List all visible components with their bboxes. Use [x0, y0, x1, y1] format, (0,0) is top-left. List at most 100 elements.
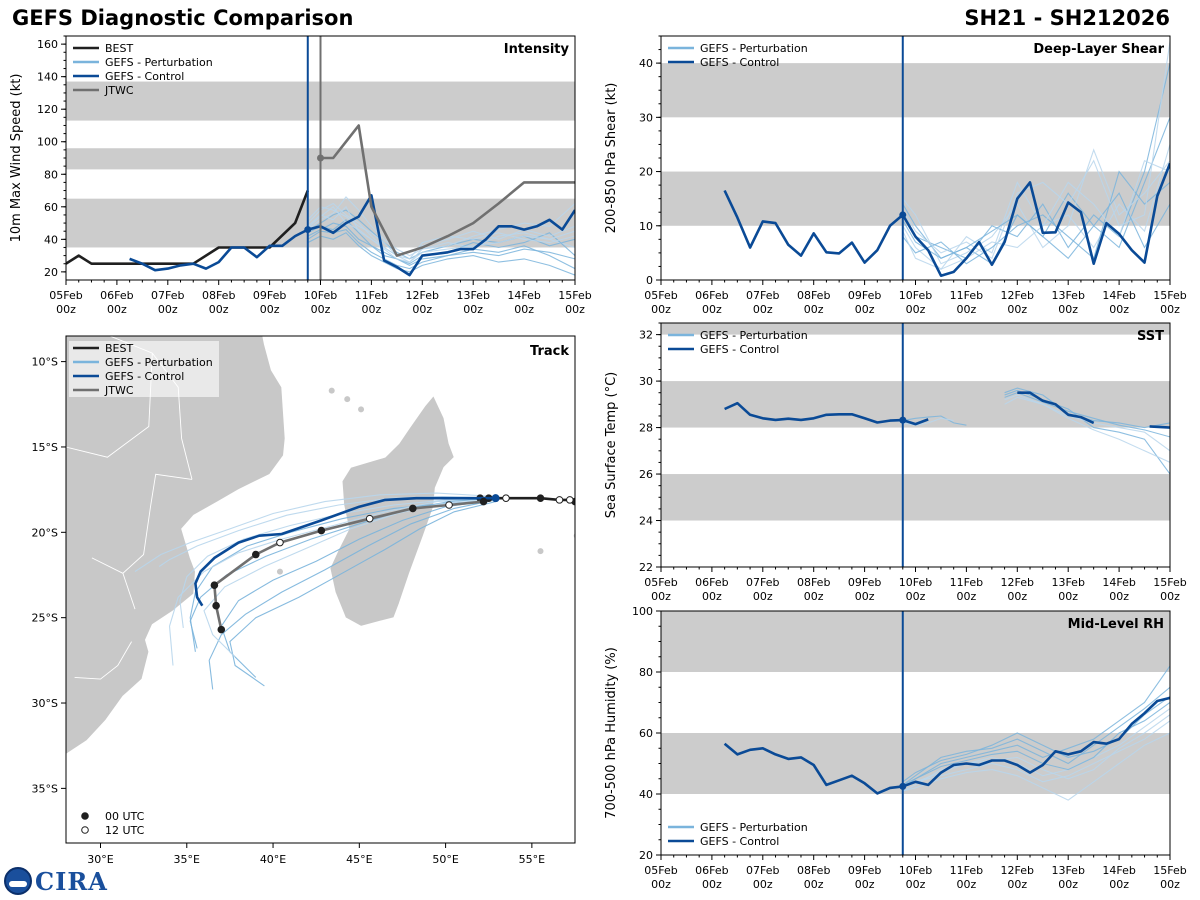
- perturbation-line: [902, 415, 967, 426]
- lon-tick-label: 55°E: [519, 853, 545, 866]
- y-tick-label: 20: [639, 166, 653, 179]
- x-tick-label-date: 06Feb: [695, 864, 728, 877]
- x-tick-label-hour: 00z: [56, 303, 76, 316]
- legend-label: GEFS - Control: [700, 343, 779, 356]
- x-tick-label-hour: 00z: [1109, 878, 1129, 891]
- x-tick-label-date: 14Feb: [507, 289, 540, 302]
- x-tick-label-hour: 00z: [804, 590, 824, 603]
- x-tick-label-date: 07Feb: [746, 864, 779, 877]
- storm-id: SH21 - SH212026: [964, 6, 1170, 30]
- shaded-band: [661, 171, 1170, 226]
- x-tick-label-date: 10Feb: [899, 864, 932, 877]
- y-tick-label: 20: [44, 266, 58, 279]
- cira-wordmark: CIRA: [35, 866, 108, 896]
- y-tick-label: 40: [44, 233, 58, 246]
- island-land: [358, 406, 365, 413]
- x-tick-label-hour: 00z: [753, 590, 773, 603]
- y-axis-label: 10m Max Wind Speed (kt): [9, 74, 24, 243]
- track-marker-12utc: [365, 514, 374, 523]
- y-tick-label: 160: [37, 38, 58, 51]
- plot-area: [661, 323, 1170, 567]
- x-tick-label-hour: 00z: [804, 878, 824, 891]
- x-tick-label-date: 11Feb: [355, 289, 388, 302]
- country-border: [74, 641, 132, 680]
- x-tick-label-hour: 00z: [804, 303, 824, 316]
- x-tick-label-date: 10Feb: [304, 289, 337, 302]
- x-tick-label-hour: 00z: [209, 303, 229, 316]
- x-tick-label-date: 08Feb: [797, 289, 830, 302]
- legend-marker-12utc: [81, 826, 89, 834]
- track-marker-00utc: [317, 526, 326, 535]
- perturbation-line: [902, 665, 1170, 789]
- legend-label: GEFS - Control: [700, 835, 779, 848]
- best-line: [66, 190, 310, 265]
- x-tick-label-hour: 00z: [1058, 878, 1078, 891]
- series-group: [723, 665, 1170, 801]
- y-tick-label: 120: [37, 103, 58, 116]
- x-tick-label-hour: 00z: [311, 303, 331, 316]
- series-group: [724, 387, 1170, 475]
- x-tick-label-hour: 00z: [1058, 303, 1078, 316]
- legend-label: GEFS - Perturbation: [700, 821, 808, 834]
- island-land: [265, 323, 271, 329]
- x-tick-label-date: 08Feb: [797, 576, 830, 589]
- x-tick-label-date: 06Feb: [100, 289, 133, 302]
- legend-label: BEST: [105, 42, 133, 55]
- x-tick-label-hour: 00z: [957, 303, 977, 316]
- x-tick-label-hour: 00z: [906, 878, 926, 891]
- x-tick-label-date: 07Feb: [746, 289, 779, 302]
- x-tick-label-hour: 00z: [412, 303, 432, 316]
- legend-label: GEFS - Perturbation: [700, 329, 808, 342]
- x-tick-label-date: 15Feb: [1153, 576, 1186, 589]
- track-marker-12utc: [445, 501, 453, 509]
- y-axis-label: 700-500 hPa Humidity (%): [604, 647, 619, 819]
- map-content: [66, 323, 575, 755]
- x-tick-label-hour: 00z: [651, 303, 671, 316]
- island-land: [344, 396, 351, 403]
- legend-label: 00 UTC: [105, 810, 145, 823]
- island-land: [276, 568, 283, 575]
- legend-label: JTWC: [104, 384, 134, 397]
- country-border: [122, 473, 193, 610]
- legend-label: GEFS - Perturbation: [700, 42, 808, 55]
- intensity-panel: 2040608010012014016005Feb00z06Feb00z07Fe…: [9, 35, 592, 316]
- x-tick-label-date: 13Feb: [1051, 864, 1084, 877]
- legend-label: BEST: [105, 342, 133, 355]
- lon-tick-label: 50°E: [432, 853, 458, 866]
- x-tick-label-hour: 00z: [1109, 590, 1129, 603]
- control-current-marker: [304, 226, 312, 234]
- x-tick-label-hour: 00z: [362, 303, 382, 316]
- lon-tick-label: 30°E: [87, 853, 113, 866]
- y-tick-label: 100: [37, 136, 58, 149]
- lat-tick-label: 25°S: [32, 612, 58, 625]
- x-tick-label-hour: 00z: [702, 878, 722, 891]
- perturbation-line: [902, 686, 1170, 786]
- legend-bg: [69, 369, 219, 383]
- x-tick-label-date: 10Feb: [899, 576, 932, 589]
- x-tick-label-hour: 00z: [1007, 303, 1027, 316]
- jtwc-track: [213, 500, 484, 630]
- x-tick-label-hour: 00z: [565, 303, 585, 316]
- legend-bg: [69, 383, 219, 397]
- control-line: [723, 696, 1170, 795]
- x-tick-label-hour: 00z: [463, 303, 483, 316]
- y-tick-label: 26: [639, 468, 653, 481]
- x-tick-label-hour: 00z: [855, 878, 875, 891]
- x-tick-label-date: 08Feb: [797, 864, 830, 877]
- legend-label: JTWC: [104, 84, 134, 97]
- country-border: [91, 557, 124, 574]
- x-tick-label-date: 06Feb: [695, 576, 728, 589]
- x-tick-label-hour: 00z: [107, 303, 127, 316]
- x-tick-label-date: 15Feb: [1153, 864, 1186, 877]
- y-tick-label: 80: [639, 666, 653, 679]
- x-tick-label-hour: 00z: [1160, 590, 1180, 603]
- x-tick-label-date: 13Feb: [1051, 576, 1084, 589]
- lon-tick-label: 40°E: [260, 853, 286, 866]
- x-tick-label-date: 14Feb: [1102, 864, 1135, 877]
- legend-label: GEFS - Perturbation: [105, 356, 213, 369]
- x-tick-label-hour: 00z: [651, 878, 671, 891]
- perturbation-line: [307, 206, 575, 260]
- perturbation-line: [902, 170, 1170, 265]
- series-group: [66, 124, 575, 277]
- legend-marker-00utc: [81, 812, 89, 820]
